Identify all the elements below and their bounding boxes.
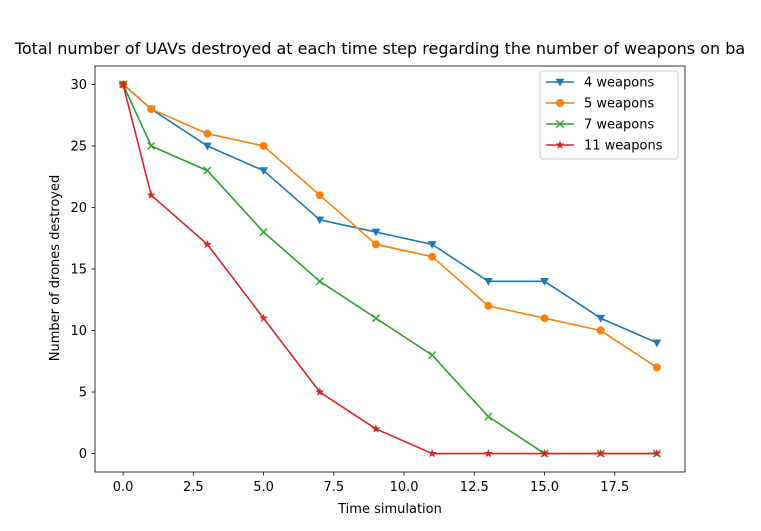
data-point: [596, 448, 606, 458]
plot-area: 0.0 2.5 5.0 7.5 10.0 12.5 15.0 17.5 0 5 10 15 20 25 30: [70, 65, 686, 495]
y-tick-label: 25: [70, 139, 87, 154]
y-tick-label: 10: [70, 324, 87, 339]
x-tick-label: 12.5: [460, 480, 489, 495]
chart-title: Total number of UAVs destroyed at each t…: [14, 39, 745, 58]
data-point: [259, 313, 268, 322]
series-11-weapons: [118, 79, 662, 458]
data-point: [596, 326, 605, 335]
legend-label: 7 weapons: [584, 118, 654, 133]
data-point: [147, 105, 156, 114]
data-point: [118, 79, 128, 89]
data-point: [596, 314, 606, 323]
data-point: [315, 277, 324, 286]
data-point: [146, 190, 156, 199]
data-point: [315, 387, 325, 396]
data-point: [556, 99, 564, 107]
y-tick-label: 20: [70, 201, 87, 216]
y-tick-label: 5: [79, 386, 87, 401]
legend-label: 11 weapons: [584, 139, 663, 154]
y-axis-label: Number of drones destroyed: [48, 175, 63, 362]
data-point: [555, 140, 565, 149]
data-point: [555, 78, 565, 87]
data-point: [652, 363, 661, 372]
data-point: [540, 448, 549, 458]
x-tick-label: 5.0: [253, 480, 274, 495]
data-point: [315, 216, 325, 225]
data-point: [371, 240, 380, 249]
data-point: [202, 239, 212, 249]
data-point: [484, 301, 493, 310]
data-point: [203, 129, 212, 138]
data-point: [371, 228, 381, 237]
y-tick-label: 15: [70, 263, 87, 278]
x-tick-label: 10.0: [390, 480, 419, 495]
legend-box: [539, 70, 679, 160]
legend: 4 weapons 5 weapons 7 weapons 11 weapons: [539, 70, 679, 160]
data-point: [540, 314, 549, 323]
data-point: [259, 141, 268, 150]
x-tick-label: 0.0: [113, 480, 134, 495]
data-point: [427, 448, 437, 458]
y-tick-label: 30: [70, 78, 87, 93]
data-point: [371, 424, 381, 433]
data-point: [483, 277, 493, 286]
legend-label: 4 weapons: [584, 76, 654, 91]
y-tick-label: 0: [79, 447, 87, 462]
data-point: [484, 412, 493, 421]
data-point: [147, 141, 156, 151]
data-point: [652, 339, 662, 348]
x-tick-label: 17.5: [600, 480, 629, 495]
legend-label: 5 weapons: [584, 97, 654, 112]
data-point: [371, 314, 381, 323]
x-tick-label: 7.5: [323, 480, 344, 495]
data-point: [483, 448, 493, 458]
data-point: [315, 191, 324, 200]
series-5-weapons: [119, 80, 661, 372]
x-tick-label: 2.5: [183, 480, 204, 495]
x-tick-label: 15.0: [530, 480, 559, 495]
data-point: [259, 167, 268, 175]
data-point: [427, 241, 437, 249]
data-point: [202, 142, 212, 151]
data-point: [259, 228, 268, 237]
x-axis-label: Time simulation: [337, 502, 442, 517]
data-point: [203, 166, 212, 175]
data-point: [428, 351, 437, 360]
data-point: [428, 252, 437, 261]
data-point: [652, 448, 662, 458]
data-point: [555, 119, 565, 129]
data-point: [540, 277, 549, 286]
